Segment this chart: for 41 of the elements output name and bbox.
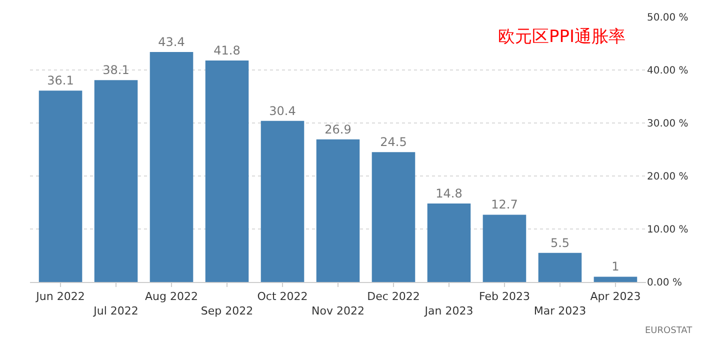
- x-tick-label: Oct 2022: [257, 290, 308, 304]
- data-label: 24.5: [380, 135, 407, 150]
- bar: [94, 80, 138, 282]
- x-tick-label: Jul 2022: [92, 304, 138, 318]
- y-tick-label: 0.00 %: [647, 278, 682, 288]
- data-label: 43.4: [158, 34, 185, 49]
- data-label: 12.7: [491, 198, 518, 212]
- data-label: 26.9: [324, 122, 352, 136]
- bar: [150, 52, 194, 282]
- data-label: 30.4: [269, 104, 296, 118]
- x-tick-label: Jan 2023: [424, 304, 474, 318]
- bar: [38, 90, 82, 282]
- data-label: 1: [612, 260, 620, 274]
- text: EUROSTAT: [645, 326, 693, 336]
- y-tick-label: 40.00 %: [647, 66, 688, 76]
- bar: [594, 276, 638, 282]
- x-tick-label: Mar 2023: [534, 304, 586, 318]
- data-label: 36.1: [47, 74, 74, 88]
- x-tick-label: Nov 2022: [312, 304, 364, 318]
- y-tick-label: 20.00 %: [647, 172, 688, 182]
- bar: [427, 204, 471, 282]
- x-tick-label: Feb 2023: [479, 290, 530, 304]
- y-tick-label: 50.00 %: [647, 12, 688, 24]
- bar: [372, 152, 416, 282]
- bar: [482, 214, 526, 282]
- data-label: 41.8: [214, 43, 240, 58]
- x-tick-label: Jun 2022: [35, 290, 85, 304]
- y-tick-label: 10.00 %: [647, 224, 688, 236]
- bar: [260, 120, 304, 282]
- x-tick-label: Sep 2022: [200, 304, 254, 318]
- data-label: 5.5: [550, 236, 570, 250]
- bar: [538, 252, 582, 282]
- text: 欧元区PPI通胀率: [498, 27, 626, 47]
- x-tick-label: Aug 2022: [145, 290, 198, 304]
- x-tick-label: Dec 2022: [367, 290, 420, 304]
- data-label: 38.1: [102, 63, 130, 78]
- bar: [205, 60, 249, 282]
- y-tick-label: 30.00 %: [647, 118, 688, 130]
- data-label: 14.8: [436, 186, 462, 201]
- bar: [316, 139, 360, 282]
- x-tick-label: Apr 2023: [590, 290, 641, 304]
